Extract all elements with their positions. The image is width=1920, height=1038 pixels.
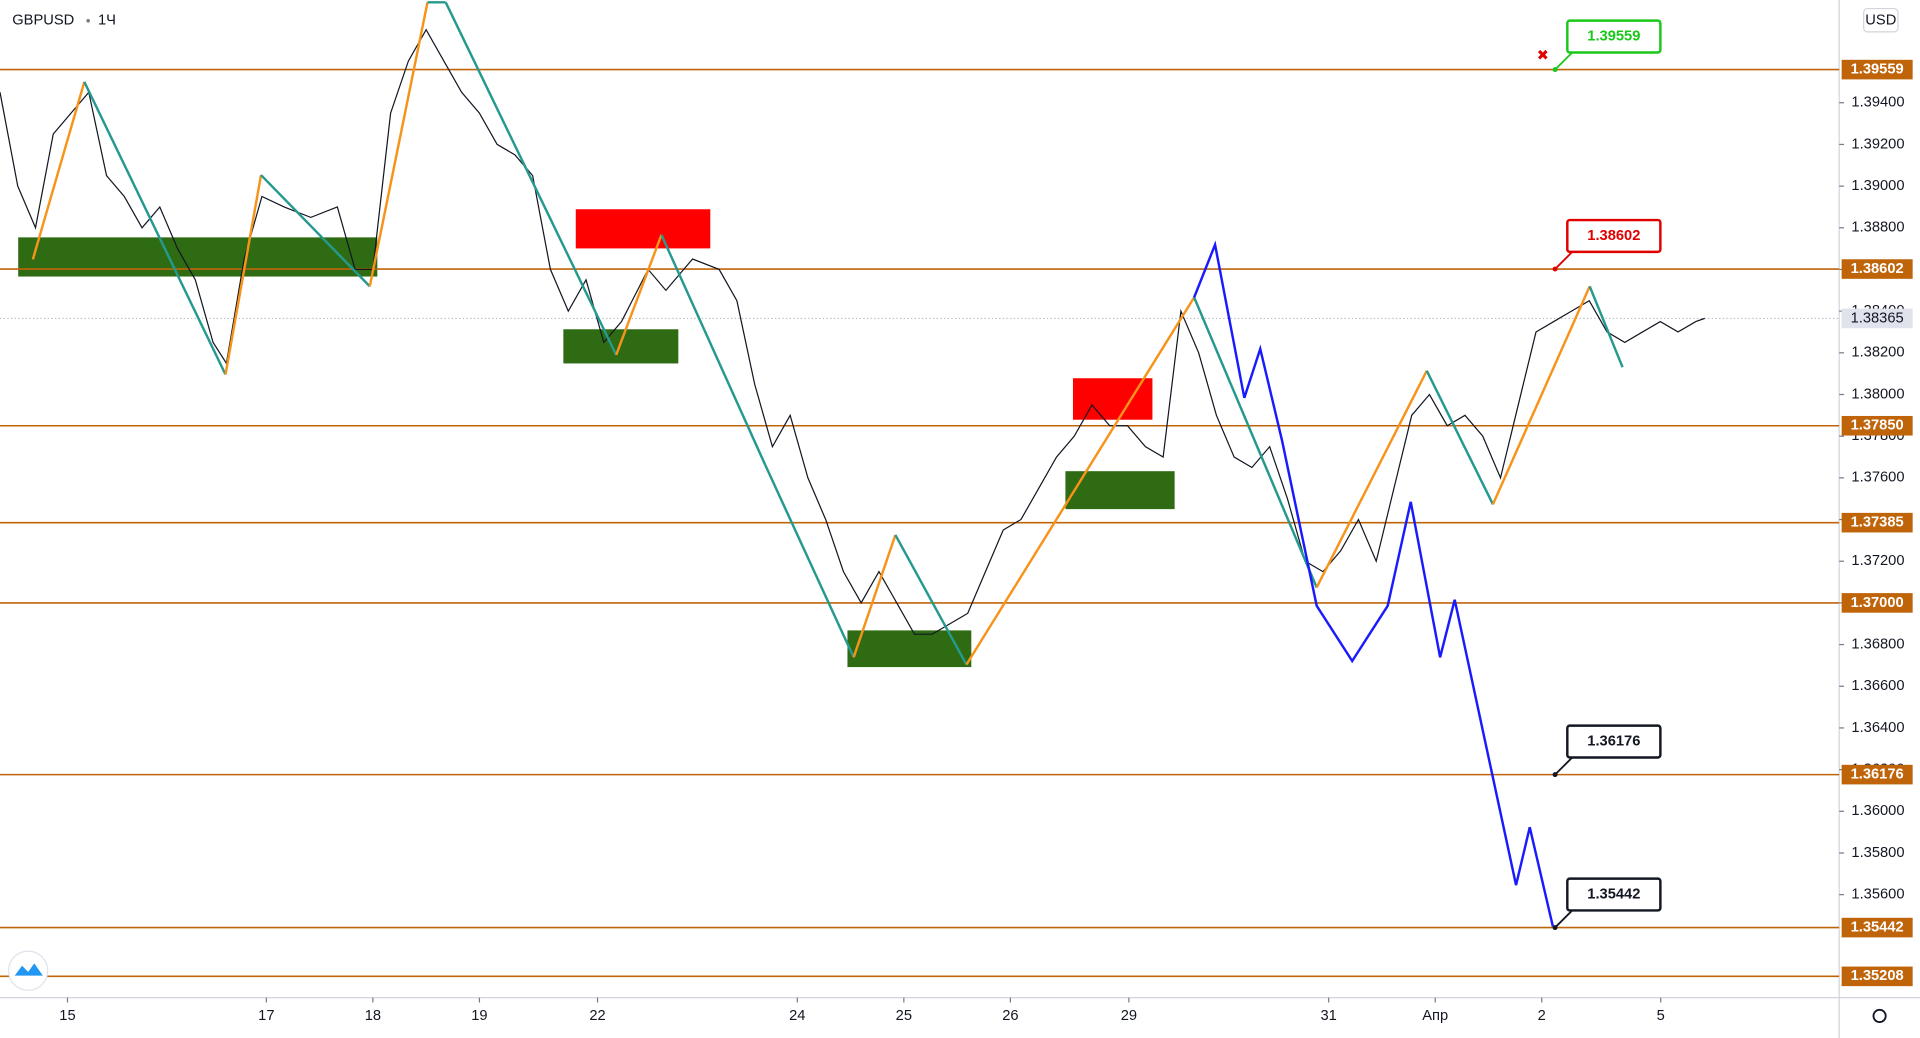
zigzag-segment	[1588, 285, 1624, 368]
currency[interactable]: USD	[1865, 13, 1896, 29]
callout-pointer	[1554, 909, 1573, 929]
y-tick-label: 1.37200	[1851, 553, 1904, 569]
logo[interactable]	[7, 950, 49, 991]
y-tick-label: 1.39000	[1851, 178, 1904, 194]
x-tick-label: 22	[589, 1008, 605, 1024]
level-label: 1.35208	[1851, 968, 1904, 984]
callout-point	[1552, 925, 1558, 931]
interval[interactable]: 1Ч	[98, 13, 116, 29]
x-tick-label: 25	[896, 1008, 912, 1024]
x-tick-label: 24	[789, 1008, 805, 1024]
last-price-label: 1.38365	[1851, 310, 1904, 326]
axes: 1.394001.392001.390001.388001.386001.384…	[59, 59, 1913, 1024]
zone	[847, 630, 972, 668]
level-label: 1.37850	[1851, 418, 1904, 434]
zigzag-segment	[1193, 296, 1318, 588]
level-label: 1.38602	[1851, 261, 1904, 277]
callout-label: 1.39559	[1587, 28, 1640, 44]
y-tick-label: 1.38800	[1851, 220, 1904, 236]
level-badge	[1841, 966, 1913, 987]
x-tick-label: Апр	[1422, 1008, 1448, 1024]
last-price-badge	[1841, 308, 1913, 329]
projection-line	[1192, 240, 1555, 927]
level-label: 1.37000	[1851, 595, 1904, 611]
y-tick-label: 1.35800	[1851, 845, 1904, 861]
zigzag-segment	[83, 81, 227, 376]
y-tick-label: 1.38000	[1851, 386, 1904, 402]
currency-box[interactable]	[1863, 7, 1899, 33]
cross-marker: ✖	[1537, 48, 1549, 64]
level-label: 1.37385	[1851, 515, 1904, 531]
zigzag-segment	[368, 2, 429, 287]
settings-icon[interactable]	[1872, 1008, 1887, 1024]
x-tick-label: 29	[1121, 1008, 1137, 1024]
y-tick-label: 1.36800	[1851, 636, 1904, 652]
zigzag-segment	[1491, 285, 1591, 505]
x-tick-label: 31	[1320, 1008, 1336, 1024]
plot-area: 1.39559 1.38602 1.36176 1.35442	[0, 1, 1840, 978]
callout-label: 1.36176	[1587, 733, 1640, 749]
separator	[86, 18, 90, 23]
x-tick-label: 15	[59, 1008, 75, 1024]
x-tick-label: 18	[365, 1008, 381, 1024]
symbol: GBPUSD	[12, 13, 74, 29]
level-badge	[1841, 512, 1913, 533]
y-tick-label: 1.39200	[1851, 136, 1904, 152]
zone	[563, 329, 679, 364]
callout-label: 1.35442	[1587, 886, 1640, 902]
callout-pointer	[1554, 251, 1573, 270]
level-badge	[1841, 593, 1913, 613]
logo-mark	[14, 963, 43, 976]
y-tick-label: 1.39400	[1851, 95, 1904, 111]
price-line	[0, 28, 1705, 635]
y-tick-label: 1.36400	[1851, 720, 1904, 736]
callout-box	[1566, 877, 1662, 912]
zone	[18, 237, 378, 277]
level-badge	[1841, 259, 1913, 279]
zigzag-segment	[660, 234, 767, 466]
level-label: 1.39559	[1851, 61, 1904, 77]
level-badge	[1841, 764, 1913, 785]
zigzag-segment	[224, 174, 263, 375]
zone	[575, 209, 711, 249]
callout-label: 1.38602	[1587, 228, 1640, 244]
zigzag-segment	[965, 296, 1196, 666]
callout-point	[1552, 67, 1558, 73]
callout-box	[1566, 218, 1662, 254]
level-badge	[1841, 59, 1913, 80]
level-label: 1.35442	[1851, 919, 1904, 935]
x-tick-label: 5	[1657, 1008, 1665, 1024]
zigzag-segment	[1315, 370, 1428, 589]
zigzag-segment	[852, 534, 897, 658]
zigzag-segment	[615, 234, 663, 356]
zigzag-segment	[764, 464, 855, 658]
level-badge	[1841, 917, 1913, 938]
callout-pointer	[1554, 756, 1573, 776]
callout-box	[1566, 724, 1662, 759]
x-tick-label: 19	[471, 1008, 487, 1024]
y-tick-label: 1.38200	[1851, 345, 1904, 361]
callout-pointer	[1554, 51, 1573, 71]
zigzag-segment	[1425, 370, 1495, 505]
y-tick-label: 1.37600	[1851, 470, 1904, 486]
y-tick-label: 1.36000	[1851, 803, 1904, 819]
x-tick-label: 2	[1538, 1008, 1546, 1024]
zigzag-segment	[444, 1, 618, 356]
callout-point	[1552, 772, 1558, 778]
level-badge	[1841, 415, 1913, 436]
zigzag-segment	[894, 534, 968, 666]
callout-box	[1566, 19, 1662, 54]
callout-point	[1552, 266, 1558, 272]
y-tick-label: 1.36600	[1851, 678, 1904, 694]
zigzag-segment	[31, 81, 86, 260]
x-tick-label: 26	[1002, 1008, 1018, 1024]
x-tick-label: 17	[258, 1008, 274, 1024]
zigzag-segment	[260, 174, 371, 288]
level-label: 1.36176	[1851, 766, 1904, 782]
y-tick-label: 1.35600	[1851, 887, 1904, 903]
